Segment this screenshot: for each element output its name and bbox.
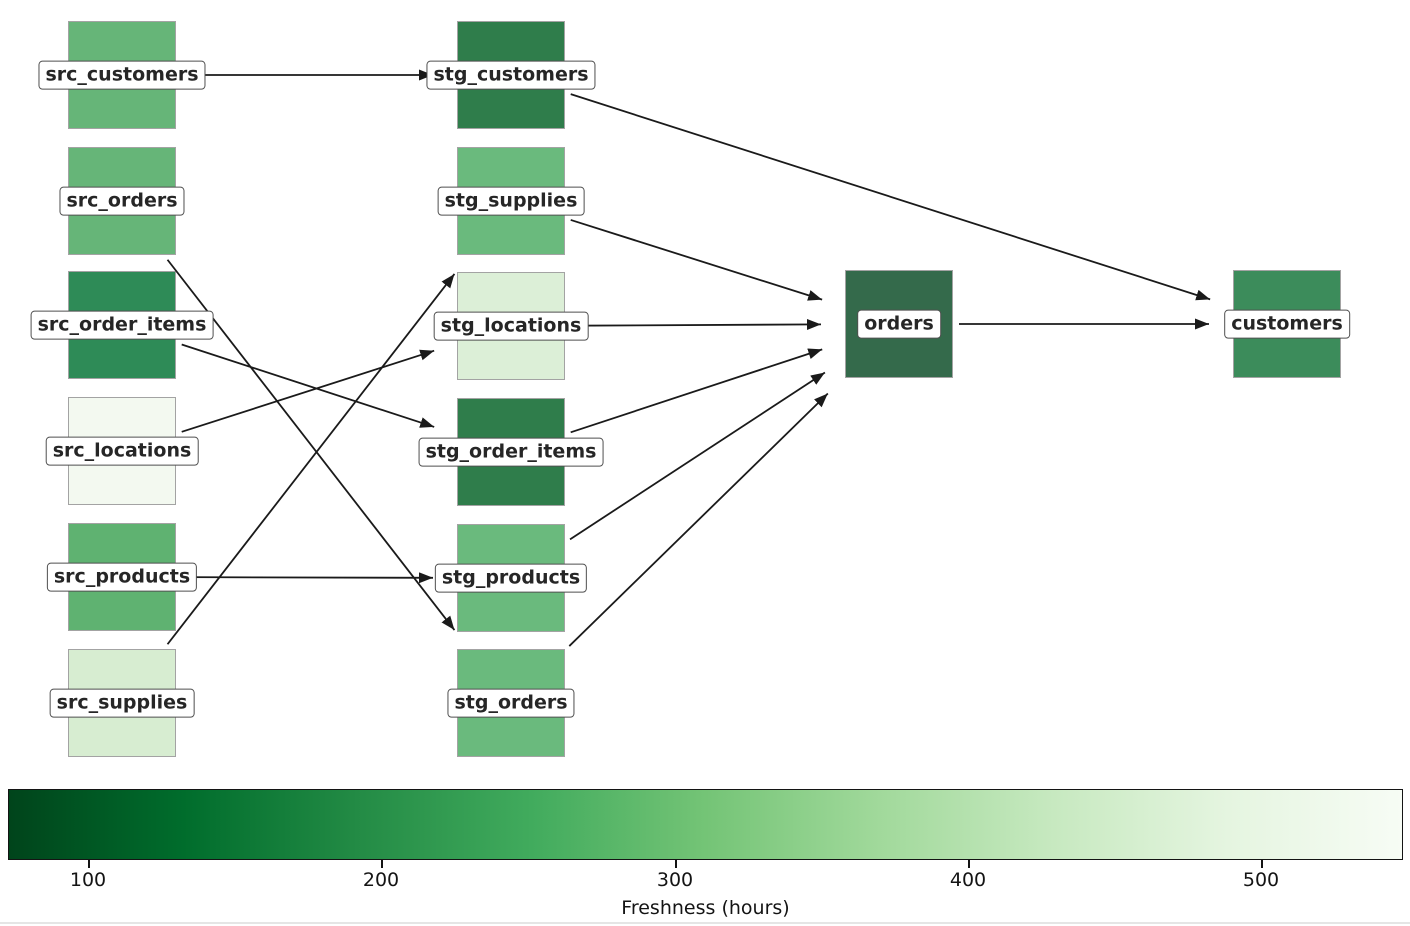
node-label-src_locations: src_locations xyxy=(45,436,199,466)
figure-bottom-rule xyxy=(0,922,1410,924)
node-label-src_products: src_products xyxy=(46,562,198,592)
colorbar-tick-label-400: 400 xyxy=(949,869,987,891)
colorbar-tick-400 xyxy=(968,860,970,868)
colorbar-gradient xyxy=(8,789,1403,860)
edge-stg_products-to-orders xyxy=(569,371,826,541)
edge-stg_supplies-to-orders xyxy=(570,219,823,301)
node-label-stg_customers: stg_customers xyxy=(426,60,596,90)
edge-src_products-to-stg_products xyxy=(181,572,434,584)
edge-stg_orders-to-orders xyxy=(568,392,829,647)
colorbar-tick-500 xyxy=(1261,860,1263,868)
node-label-src_order_items: src_order_items xyxy=(30,310,214,340)
colorbar-tick-label-300: 300 xyxy=(656,869,694,891)
node-label-src_orders: src_orders xyxy=(59,186,185,216)
colorbar-tick-100 xyxy=(88,860,90,868)
colorbar-tick-label-500: 500 xyxy=(1242,869,1280,891)
node-label-src_supplies: src_supplies xyxy=(49,688,195,718)
edge-stg_customers-to-customers xyxy=(570,93,1211,301)
node-label-src_customers: src_customers xyxy=(38,60,206,90)
colorbar-axis-label: Freshness (hours) xyxy=(621,897,790,919)
colorbar-tick-label-200: 200 xyxy=(362,869,400,891)
colorbar-tick-label-100: 100 xyxy=(69,869,107,891)
edge-stg_locations-to-orders xyxy=(570,318,822,330)
edge-src_order_items-to-stg_order_items xyxy=(181,343,435,428)
node-label-stg_supplies: stg_supplies xyxy=(437,186,585,216)
colorbar-tick-200 xyxy=(381,860,383,868)
edge-src_locations-to-stg_locations xyxy=(181,349,435,433)
edge-stg_order_items-to-orders xyxy=(570,348,823,434)
node-label-customers: customers xyxy=(1224,309,1350,339)
colorbar-tick-300 xyxy=(675,860,677,868)
node-label-orders: orders xyxy=(857,309,941,339)
node-label-stg_locations: stg_locations xyxy=(433,311,589,341)
node-label-stg_products: stg_products xyxy=(434,563,588,593)
node-label-stg_orders: stg_orders xyxy=(447,688,575,718)
node-label-stg_order_items: stg_order_items xyxy=(418,437,604,467)
